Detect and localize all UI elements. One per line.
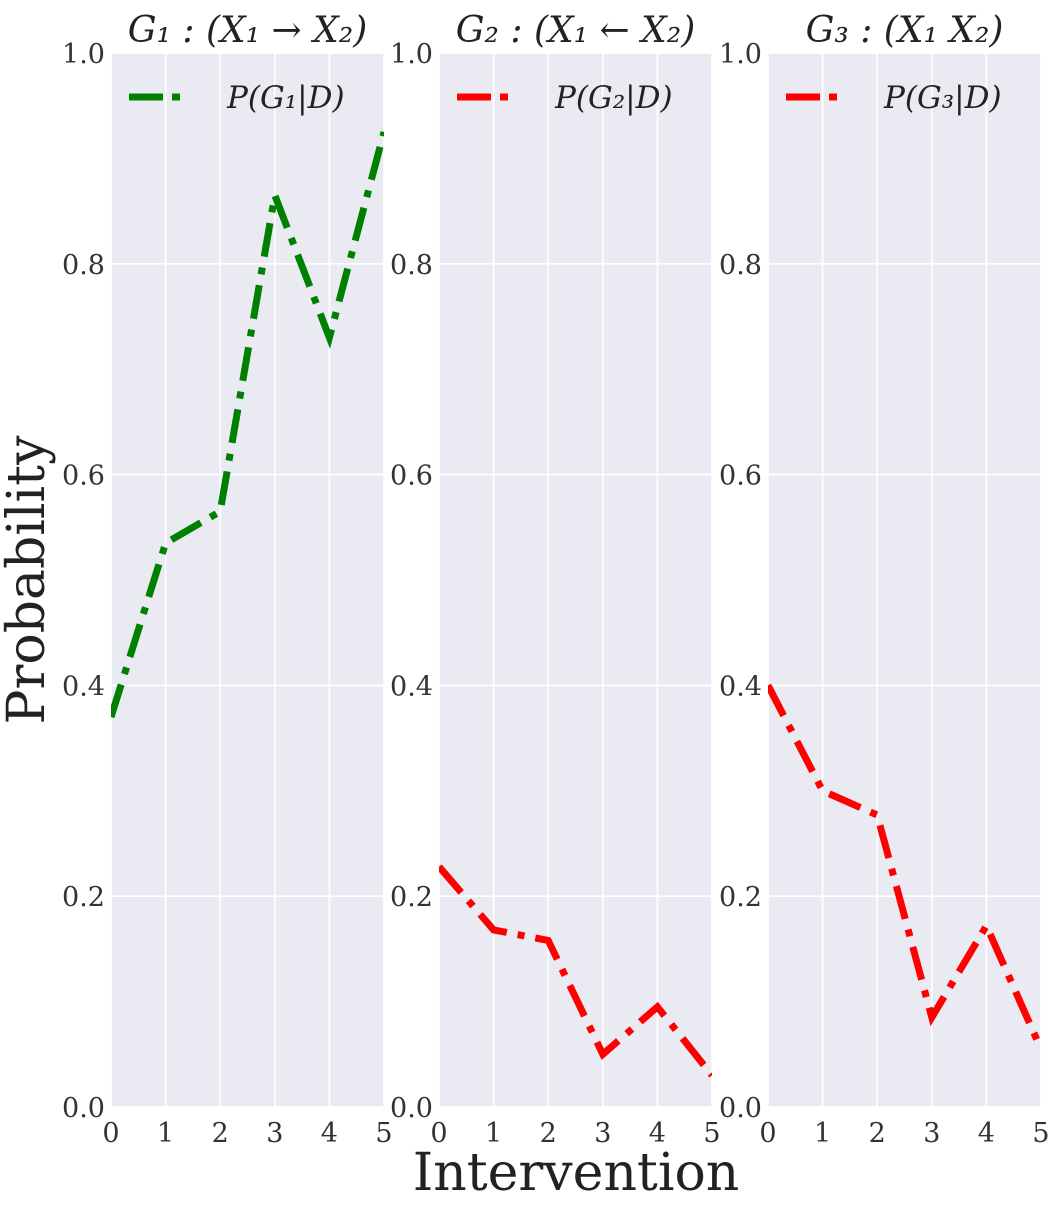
y-tick-label: 0.2: [719, 882, 762, 913]
y-tick-label: 1.0: [390, 39, 433, 70]
plot-area: [439, 53, 712, 1107]
y-tick-label: 0.0: [719, 1093, 762, 1124]
chart-panel-1: P(G₁|D) G₁ : (X₁ → X₂) 0 1 2 3 4 5 0.0 0.2 0.4 0.6 0…: [62, 10, 393, 1149]
legend-label: P(G₁|D): [226, 80, 345, 116]
x-tick-label: 0: [430, 1118, 447, 1149]
y-tick-label: 0.0: [390, 1093, 433, 1124]
x-tick-label: 4: [649, 1118, 666, 1149]
x-tick-label: 0: [102, 1118, 119, 1149]
panel-title: G₁ : (X₁ → X₂): [128, 10, 367, 51]
panel-title: G₃ : (X₁ X₂): [806, 10, 1004, 51]
chart-panel-2: P(G₂|D) G₂ : (X₁ ← X₂) 0 1 2 3 4 5 0.0 0.2 0.4 0.6 0…: [390, 10, 721, 1149]
x-tick-label: 5: [375, 1118, 392, 1149]
y-tick-label: 0.0: [62, 1093, 105, 1124]
x-tick-label: 2: [869, 1118, 886, 1149]
y-tick-label: 1.0: [719, 39, 762, 70]
y-tick-label: 0.8: [390, 250, 433, 281]
y-tick-label: 0.4: [390, 671, 433, 702]
x-axis-label: Intervention: [413, 1143, 740, 1203]
legend-label: P(G₂|D): [554, 80, 673, 116]
legend-label: P(G₃|D): [883, 80, 1002, 116]
plot-area: [768, 53, 1041, 1107]
x-tick-label: 2: [212, 1118, 229, 1149]
panel-title: G₂ : (X₁ ← X₂): [456, 10, 695, 51]
x-tick-label: 1: [814, 1118, 831, 1149]
y-tick-label: 1.0: [62, 39, 105, 70]
x-tick-label: 1: [157, 1118, 174, 1149]
y-tick-label: 0.2: [62, 882, 105, 913]
series-line-1: [111, 131, 384, 719]
y-tick-label: 0.8: [719, 250, 762, 281]
y-tick-label: 0.4: [719, 671, 762, 702]
x-tick-label: 3: [266, 1118, 283, 1149]
x-tick-label: 3: [923, 1118, 940, 1149]
x-tick-label: 4: [321, 1118, 338, 1149]
y-axis-label: Probability: [0, 435, 57, 725]
y-tick-label: 0.6: [719, 461, 762, 492]
x-tick-label: 5: [1032, 1118, 1049, 1149]
x-tick-label: 2: [540, 1118, 557, 1149]
x-tick-label: 1: [485, 1118, 502, 1149]
y-tick-label: 0.6: [390, 461, 433, 492]
x-tick-label: 5: [703, 1118, 720, 1149]
x-tick-label: 0: [759, 1118, 776, 1149]
y-tick-label: 0.2: [390, 882, 433, 913]
series-line-1: [439, 864, 712, 1078]
x-tick-label: 3: [594, 1118, 611, 1149]
y-tick-label: 0.8: [62, 250, 105, 281]
x-tick-label: 4: [978, 1118, 995, 1149]
series-line-1: [768, 683, 1041, 1051]
chart-panel-3: P(G₃|D) G₃ : (X₁ X₂) 0 1 2 3 4 5 0.0 0.2 0.4 0.6 0.8…: [719, 10, 1050, 1149]
y-tick-label: 0.6: [62, 461, 105, 492]
y-tick-label: 0.4: [62, 671, 105, 702]
